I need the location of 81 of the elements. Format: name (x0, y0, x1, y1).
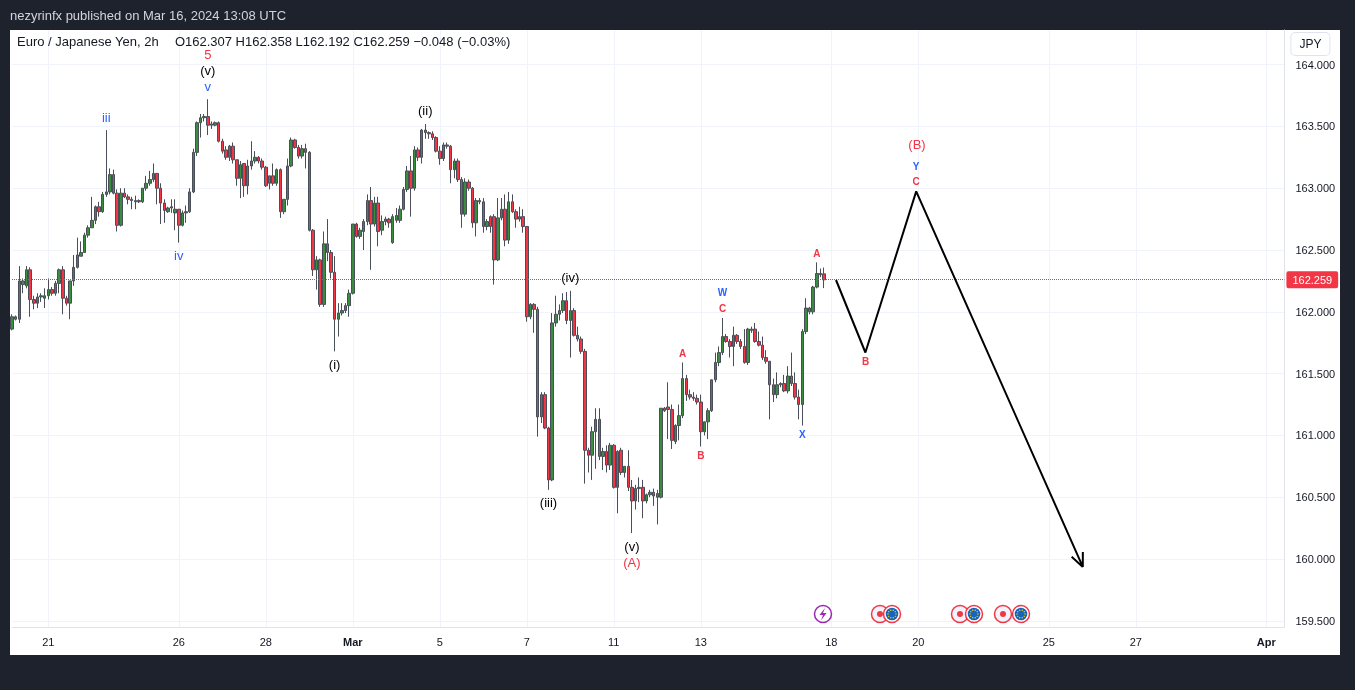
candlestick (119, 187, 123, 228)
candlestick (239, 160, 242, 199)
annotation: Y (912, 160, 920, 172)
annotation: (A) (623, 554, 641, 570)
annotation: (iii) (539, 495, 558, 511)
annotation: 5 (204, 46, 212, 62)
candlestick (536, 306, 539, 438)
candlestick (279, 167, 282, 219)
candlestick (206, 98, 210, 136)
y-tick-label: 160.500 (1295, 491, 1336, 504)
y-tick-label: 161.500 (1295, 367, 1336, 380)
chart-subtitle: O162.307 H162.358 L162.192 C162.259 −0.048 (−0.03%) (174, 34, 511, 49)
annotation: C (912, 175, 920, 187)
annotation: v (204, 78, 212, 94)
candlestick (761, 336, 764, 361)
y-tick-label: 162.000 (1295, 305, 1336, 318)
candlestick (732, 326, 735, 367)
candlestick (10, 313, 14, 331)
candlestick (743, 328, 746, 365)
candlestick (507, 191, 510, 245)
candlestick (605, 444, 608, 473)
ref-line-label: 162.259 (1292, 273, 1333, 286)
candlestick (271, 162, 275, 187)
annotation: (v) (624, 538, 640, 554)
candlestick (18, 265, 21, 324)
y-tick-label: 159.500 (1295, 614, 1336, 627)
annotation: W (717, 287, 728, 299)
x-tick-label: Mar (342, 635, 364, 648)
candlestick (442, 141, 445, 162)
x-tick-label: 26 (172, 635, 185, 648)
x-tick-label: 5 (436, 635, 443, 648)
x-tick-label: 11 (608, 635, 620, 648)
y-tick-label: 160.000 (1295, 553, 1336, 566)
candlestick (569, 290, 572, 359)
annotation: (v) (200, 62, 216, 78)
annotation: (i) (328, 356, 341, 372)
y-tick-label: 164.000 (1295, 58, 1336, 71)
annotation: A (813, 247, 821, 259)
candlestick (449, 144, 452, 184)
candlestick (228, 144, 231, 162)
annotation: (ii) (418, 103, 433, 119)
candlestick (420, 128, 423, 164)
candlestick (242, 162, 246, 198)
candlestick (746, 327, 750, 366)
annotation: (iv) (561, 270, 580, 286)
x-tick-label: 21 (42, 635, 55, 648)
x-tick-label: 7 (523, 635, 530, 648)
annotation: iii (101, 109, 111, 125)
x-tick-label: 18 (825, 635, 838, 648)
annotation: iv (174, 248, 184, 264)
annotation: A (679, 347, 687, 359)
candlestick (482, 197, 485, 234)
candlestick (369, 186, 373, 271)
candlestick (753, 322, 757, 344)
chart-title: Euro / Japanese Yen, 2h (17, 34, 159, 49)
candlestick (130, 196, 133, 210)
x-tick-label: 13 (694, 635, 707, 648)
candlestick (692, 391, 695, 402)
candlestick (36, 292, 39, 309)
y-tick-label: 162.500 (1295, 244, 1336, 257)
candlestick (503, 193, 507, 247)
x-tick-label: 20 (912, 635, 925, 648)
x-tick-label: 28 (259, 635, 272, 648)
y-tick-label: 163.500 (1295, 120, 1336, 133)
text: nezyrinfx published on Mar 16, 2024 13:08 UTC (10, 7, 287, 23)
y-axis-title: JPY (1299, 37, 1322, 51)
annotation: X (798, 429, 806, 441)
y-tick-label: 161.000 (1295, 429, 1336, 442)
candlestick (641, 479, 645, 519)
candlestick (775, 371, 779, 399)
x-tick-label: 25 (1042, 635, 1055, 648)
y-tick-label: 163.000 (1295, 182, 1336, 195)
x-tick-label: 27 (1129, 635, 1142, 648)
annotation: B (697, 450, 705, 462)
annotation: (B) (908, 136, 926, 152)
annotation: C (718, 303, 727, 315)
annotation: B (861, 355, 870, 367)
candlestick (699, 394, 703, 448)
x-tick-label: Apr (1256, 635, 1277, 648)
candlestick (376, 196, 380, 247)
candlestick (134, 195, 137, 210)
